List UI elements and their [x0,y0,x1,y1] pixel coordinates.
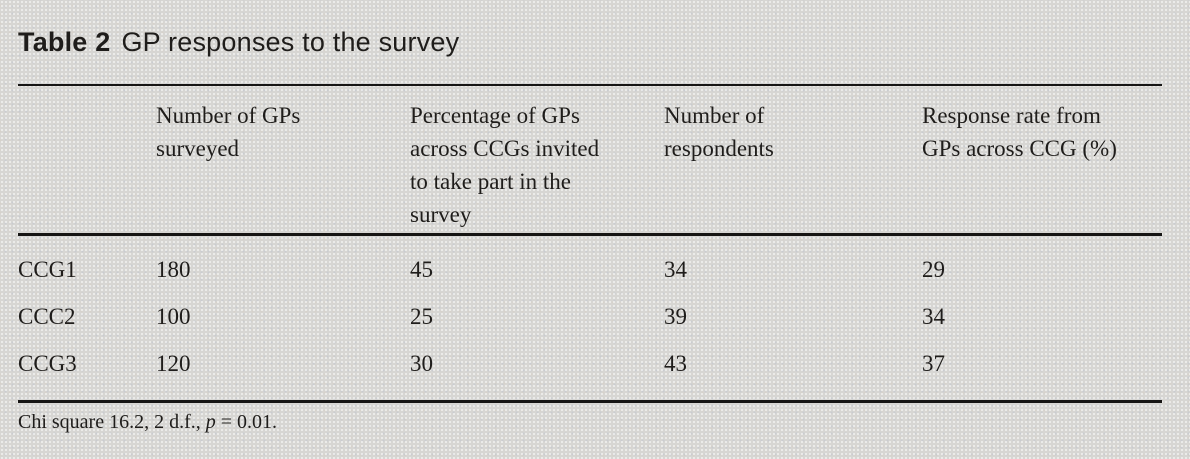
table-caption-title: GP responses to the survey [121,27,460,57]
table-footnote: Chi square 16.2, 2 d.f., p = 0.01. [18,410,277,434]
column-header-gps-surveyed: Number of GPs surveyed [156,103,301,161]
table-row-ccc2: CCC2 100 25 39 34 [18,293,1190,340]
table-row-ccg1: CCG1 180 45 34 29 [18,246,1190,293]
cell-percentage-invited: 25 [410,303,433,329]
table-caption: Table 2 GP responses to the survey [18,27,459,57]
cell-respondents: 34 [664,256,687,282]
cell-percentage-invited: 30 [410,350,433,376]
cell-percentage-invited: 45 [410,256,433,282]
table-row-ccg3: CCG3 120 30 43 37 [18,340,1190,387]
cell-respondents: 43 [664,350,687,376]
cell-response-rate: 29 [922,256,945,282]
column-header-percentage-invited: Percentage of GPs across CCGs invited to… [410,103,600,227]
column-header-response-rate: Response rate from GPs across CCG (%) [922,103,1117,161]
table-caption-number: Table 2 [18,27,111,57]
cell-response-rate: 37 [922,350,945,376]
row-label: CCG1 [18,256,77,282]
footnote-value: = 0.01. [215,411,278,433]
table-header-row: Number of GPs surveyed Percentage of GPs… [18,99,1162,231]
table-body: CCG1 180 45 34 29 CCC2 100 25 39 34 CCG3… [0,238,1190,387]
cell-respondents: 39 [664,303,687,329]
footnote-p-symbol: p [205,411,216,433]
table-rule-header-separator [18,233,1162,236]
cell-gps-surveyed: 100 [156,303,191,329]
row-label: CCC2 [18,303,76,329]
footnote-text: Chi square 16.2, 2 d.f., [18,411,206,433]
cell-gps-surveyed: 120 [156,350,191,376]
table-rule-top [18,84,1162,86]
table-rule-bottom [18,400,1162,403]
cell-response-rate: 34 [922,303,945,329]
column-header-respondents: Number of respondents [664,103,774,161]
cell-gps-surveyed: 180 [156,256,191,282]
row-label: CCG3 [18,350,77,376]
